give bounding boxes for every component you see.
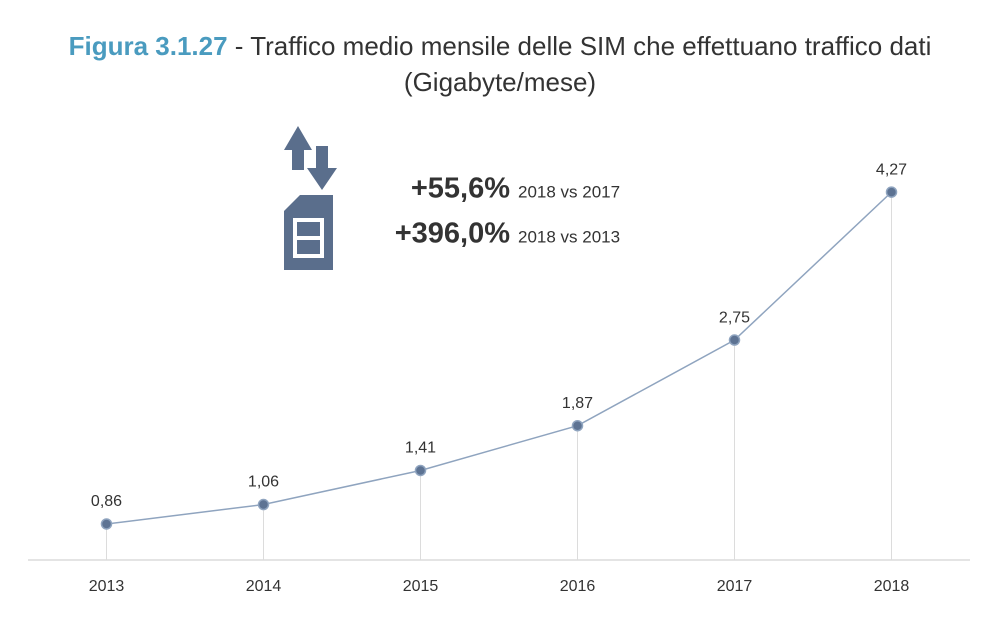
line	[106, 191, 893, 525]
down-arrow	[307, 146, 337, 190]
x-tick-label: 2013	[89, 578, 125, 595]
data-label: 2,75	[719, 309, 750, 326]
point	[571, 419, 584, 432]
point	[100, 518, 113, 530]
data-label: 1,06	[248, 474, 279, 491]
data-label: 1,41	[405, 440, 436, 457]
data-label: 1,87	[562, 395, 593, 412]
chip-part	[297, 240, 320, 254]
point	[885, 186, 898, 198]
point	[414, 464, 427, 477]
title-text: - Traffico medio mensile delle SIM che e…	[235, 31, 932, 61]
x-tick-label: 2018	[874, 578, 910, 595]
x-tick-label: 2016	[560, 578, 596, 595]
point	[728, 334, 741, 346]
data-label: 0,86	[91, 493, 122, 510]
annotation-note: 2018 vs 2017	[518, 182, 620, 201]
annotation-note: 2018 vs 2013	[518, 227, 620, 246]
chart-title: Figura 3.1.27 - Traffico medio mensile d…	[69, 31, 932, 61]
point	[257, 498, 270, 511]
up-arrow	[284, 126, 312, 170]
x-tick-label: 2015	[403, 578, 439, 595]
annotation-value: +396,0%	[395, 218, 511, 250]
sim-icon	[284, 126, 337, 270]
figure-number: Figura 3.1.27	[69, 31, 228, 61]
data-label: 4,27	[876, 161, 907, 178]
chart-subtitle: (Gigabyte/mese)	[404, 67, 596, 97]
x-tick-label: 2017	[717, 578, 753, 595]
chip-part	[297, 222, 320, 236]
x-tick-label: 2014	[246, 578, 282, 595]
annotation-value: +55,6%	[411, 173, 510, 205]
